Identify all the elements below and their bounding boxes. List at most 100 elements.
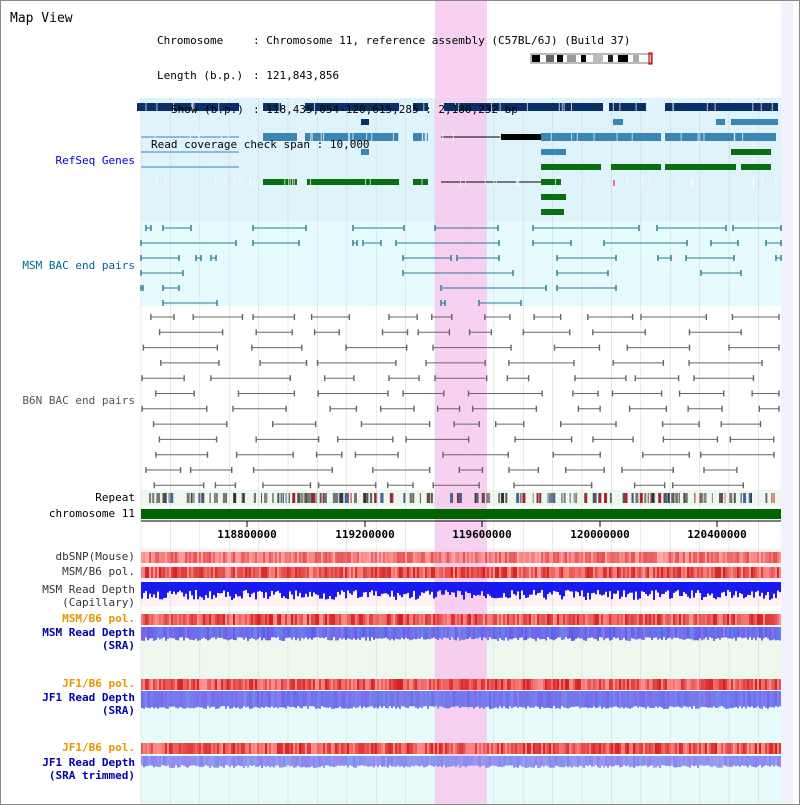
jf1-pol2-cell bbox=[627, 743, 629, 754]
msm-pol2-cell bbox=[577, 614, 579, 625]
msm-depth-bar bbox=[773, 582, 775, 594]
msm-pol2-cell bbox=[433, 614, 435, 625]
dbsnp-cell bbox=[463, 552, 465, 563]
msm-pol2-cell bbox=[723, 614, 725, 625]
jf1-pol-cell bbox=[721, 679, 723, 690]
exon-gap bbox=[579, 178, 581, 186]
jf1-sra-bar bbox=[279, 691, 281, 708]
dbsnp-cell bbox=[267, 552, 269, 563]
dbsnp-cell bbox=[705, 552, 707, 563]
jf1-pol2-cell bbox=[765, 743, 767, 754]
jf1-sra-bar bbox=[625, 691, 627, 708]
jf1-pol2-cell bbox=[279, 743, 281, 754]
dbsnp-cell bbox=[575, 552, 577, 563]
repeat-mark bbox=[733, 493, 736, 503]
repeat-label[interactable]: Repeat bbox=[95, 491, 135, 504]
jf1-sra-bar bbox=[381, 691, 383, 709]
jf1-sra-bar bbox=[773, 691, 775, 708]
b6n-bac-pairs[interactable] bbox=[141, 314, 780, 489]
jf1-trim-bar bbox=[639, 756, 641, 766]
jf1-sra-bar bbox=[705, 691, 707, 707]
msm-bac-label[interactable]: MSM BAC end pairs bbox=[22, 259, 135, 272]
jf1-sra-bar bbox=[327, 691, 329, 708]
exon-gap bbox=[703, 133, 705, 141]
jf1-sra-bar bbox=[565, 691, 567, 708]
jf1-b6-pol-label-2[interactable]: JF1/B6 pol. bbox=[62, 741, 135, 754]
msm-depth-bar bbox=[317, 582, 319, 596]
dbsnp-cell bbox=[479, 552, 481, 563]
jf1-sra-bar bbox=[475, 691, 477, 708]
msm-b6-pol-label-2[interactable]: MSM/B6 pol. bbox=[62, 612, 135, 625]
msm-sra-bar bbox=[619, 627, 621, 641]
msm-depth-sra-label-1[interactable]: MSM Read Depth bbox=[42, 626, 135, 639]
jf1-sra-bar bbox=[559, 691, 561, 709]
jf1-trim-bar bbox=[343, 756, 345, 766]
repeat-mark bbox=[300, 493, 304, 503]
jf1-sra-bar bbox=[413, 691, 415, 707]
coverage-heatmaps[interactable] bbox=[141, 552, 781, 768]
jf1-trim-bar bbox=[455, 756, 457, 768]
jf1-sra-bar bbox=[393, 691, 395, 707]
msm-pol2-cell bbox=[403, 614, 405, 625]
show-key: Show (b.p.) bbox=[171, 103, 244, 116]
dbsnp-cell bbox=[397, 552, 399, 563]
repeat-mark bbox=[355, 493, 357, 503]
msm-depth-capillary-label-1[interactable]: MSM Read Depth bbox=[42, 583, 135, 596]
msm-pol-cell bbox=[285, 567, 287, 578]
msm-pol2-cell bbox=[763, 614, 765, 625]
msm-pol2-cell bbox=[165, 614, 167, 625]
msm-sra-bar bbox=[305, 627, 307, 638]
msm-sra-bar bbox=[147, 627, 149, 641]
dbsnp-cell bbox=[255, 552, 257, 563]
b6n-bac-label[interactable]: B6N BAC end pairs bbox=[22, 394, 135, 407]
repeat-marks[interactable] bbox=[149, 493, 775, 503]
jf1-b6-pol-label-1[interactable]: JF1/B6 pol. bbox=[62, 677, 135, 690]
jf1-sra-bar bbox=[307, 691, 309, 709]
jf1-pol-cell bbox=[477, 679, 479, 690]
dbsnp-cell bbox=[291, 552, 293, 563]
msm-sra-bar bbox=[741, 627, 743, 639]
msm-pol-cell bbox=[375, 567, 377, 578]
jf1-trim-bar bbox=[265, 756, 267, 767]
jf1-sra-bar bbox=[359, 691, 361, 707]
jf1-trim-bar bbox=[205, 756, 207, 766]
msm-b6-pol-label-1[interactable]: MSM/B6 pol. bbox=[62, 565, 135, 578]
jf1-trim-bar bbox=[563, 756, 565, 768]
jf1-depth-sra-label-1[interactable]: JF1 Read Depth bbox=[42, 691, 135, 704]
jf1-pol-cell bbox=[645, 679, 647, 690]
msm-pol2-cell bbox=[151, 614, 153, 625]
msm-sra-bar bbox=[169, 627, 171, 638]
msm-sra-bar bbox=[447, 627, 449, 639]
repeat-mark bbox=[699, 493, 703, 503]
jf1-pol-cell bbox=[471, 679, 473, 690]
dbsnp-cell bbox=[695, 552, 697, 563]
repeat-mark bbox=[409, 493, 413, 503]
jf1-sra-bar bbox=[447, 691, 449, 709]
msm-bac-pairs[interactable] bbox=[140, 225, 782, 306]
msm-depth-bar bbox=[411, 582, 413, 597]
refseq-gene-glyphs[interactable] bbox=[137, 103, 778, 215]
jf1-trim-bar bbox=[337, 756, 339, 766]
msm-pol2-cell bbox=[163, 614, 165, 625]
jf1-trim-bar bbox=[217, 756, 219, 768]
chromosome-bar[interactable] bbox=[141, 509, 781, 519]
jf1-sra-bar bbox=[177, 691, 179, 709]
dbsnp-label[interactable]: dbSNP(Mouse) bbox=[55, 550, 135, 563]
refseq-label[interactable]: RefSeq Genes bbox=[55, 154, 135, 167]
exon-gap bbox=[352, 133, 354, 141]
msm-depth-bar bbox=[169, 582, 171, 591]
msm-pol-cell bbox=[503, 567, 505, 578]
jf1-depth-trim-label-1[interactable]: JF1 Read Depth bbox=[42, 756, 135, 769]
highlight-region[interactable] bbox=[435, 1, 487, 804]
msm-sra-bar bbox=[289, 627, 291, 638]
msm-sra-bar bbox=[365, 627, 367, 641]
msm-sra-bar bbox=[565, 627, 567, 638]
jf1-sra-bar bbox=[309, 691, 311, 707]
chromosome-ideogram-icon[interactable] bbox=[530, 52, 653, 65]
jf1-trim-bar bbox=[751, 756, 753, 767]
jf1-pol-cell bbox=[777, 679, 779, 690]
msm-depth-bar bbox=[581, 582, 583, 591]
msm-pol2-cell bbox=[343, 614, 345, 625]
jf1-sra-bar bbox=[379, 691, 381, 707]
